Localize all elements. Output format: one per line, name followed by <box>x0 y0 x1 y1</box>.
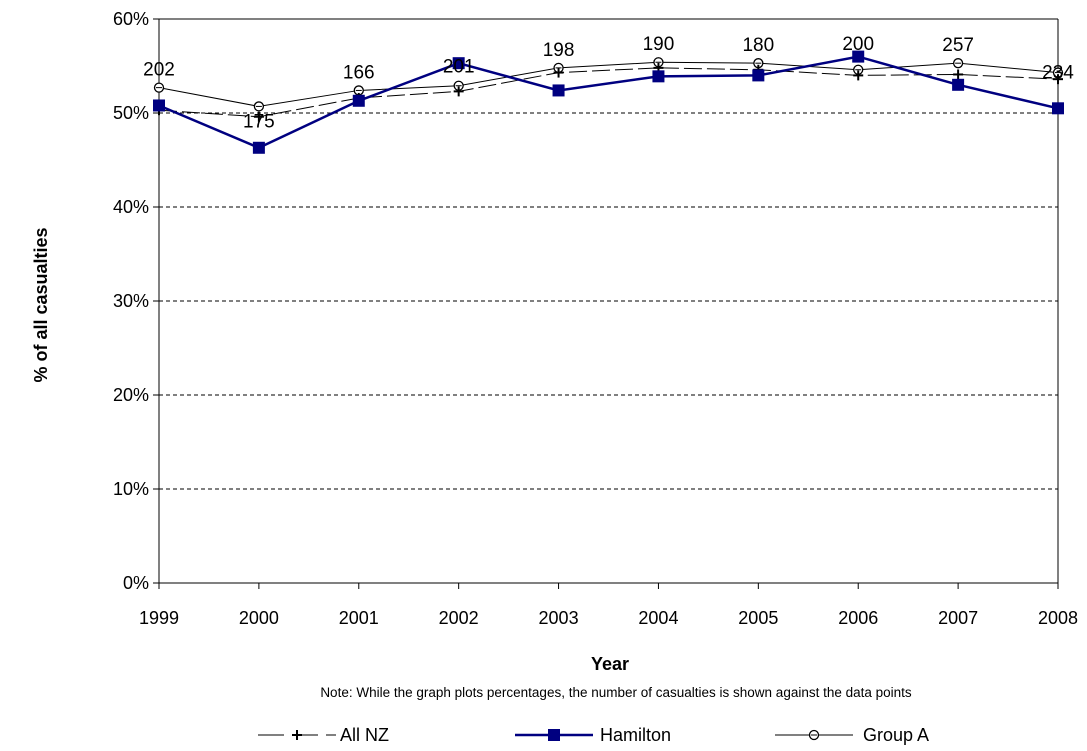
data-label: 166 <box>343 62 375 83</box>
data-label: 198 <box>543 40 575 61</box>
y-axis-title: % of all casualties <box>31 227 51 382</box>
data-label: 175 <box>243 111 275 132</box>
y-tick-labels: 0% 10% 20% 30% 40% 50% 60% <box>113 9 149 593</box>
x-tick-label: 2007 <box>938 608 978 628</box>
data-point-all-nz <box>453 86 464 97</box>
x-tick-label: 2004 <box>638 608 678 628</box>
data-point-group-a <box>153 82 165 93</box>
x-tick-label: 2008 <box>1038 608 1078 628</box>
y-tick-label: 10% <box>113 479 149 499</box>
y-tick-label: 40% <box>113 197 149 217</box>
legend-marker <box>292 730 302 740</box>
data-point-hamilton <box>852 50 865 63</box>
data-label: 202 <box>143 60 175 81</box>
data-label: 180 <box>742 35 774 56</box>
gridlines <box>159 112 1058 490</box>
data-labels: 202 175 166 201 198 190 180 200 257 234 <box>143 34 1074 133</box>
legend-label: Hamilton <box>600 725 671 745</box>
data-label: 257 <box>942 35 974 56</box>
data-point-group-a <box>753 58 764 69</box>
x-tick-label: 2006 <box>838 608 878 628</box>
x-tick-label: 2002 <box>439 608 479 628</box>
y-tick-label: 30% <box>113 291 149 311</box>
data-point-hamilton <box>252 141 265 154</box>
data-label: 190 <box>643 34 675 55</box>
series-lines <box>158 55 1059 150</box>
data-point-group-a <box>1052 67 1064 78</box>
series-line-hamilton <box>158 55 1059 150</box>
data-point-hamilton <box>752 69 765 82</box>
y-tick-label: 0% <box>123 573 149 593</box>
x-tick-label: 1999 <box>139 608 179 628</box>
data-point-all-nz <box>953 69 964 80</box>
legend-item-group-a: Group A <box>775 725 929 745</box>
data-label: 201 <box>443 57 475 78</box>
legend-item-hamilton: Hamilton <box>515 725 671 745</box>
legend-marker <box>808 729 820 741</box>
data-point-all-nz <box>253 111 264 122</box>
data-point-hamilton <box>552 84 565 97</box>
x-axis-title: Year <box>591 654 629 674</box>
series-markers <box>153 50 1064 154</box>
data-point-all-nz <box>553 67 564 78</box>
legend: All NZ Hamilton Group A <box>258 725 929 745</box>
y-tick-label: 20% <box>113 385 149 405</box>
data-point-all-nz <box>853 70 864 81</box>
x-tick-label: 2003 <box>539 608 579 628</box>
x-tick-label: 2000 <box>239 608 279 628</box>
series-line-group-a <box>158 61 1059 107</box>
data-point-group-a <box>952 58 964 69</box>
data-point-hamilton <box>452 57 465 70</box>
data-label: 200 <box>842 34 874 55</box>
x-tick-label: 2005 <box>738 608 778 628</box>
data-point-group-a <box>253 101 265 112</box>
data-point-group-a <box>353 85 364 96</box>
data-point-hamilton <box>153 99 165 112</box>
data-point-hamilton <box>352 94 365 107</box>
data-point-hamilton <box>652 70 665 83</box>
y-tick-label: 50% <box>113 103 149 123</box>
x-tick-label: 2001 <box>339 608 379 628</box>
data-point-hamilton <box>1052 102 1064 115</box>
x-tick-labels: 1999 2000 2001 2002 2003 2004 2005 2006 2007 2008 <box>139 608 1078 628</box>
legend-marker <box>548 729 560 741</box>
legend-label: Group A <box>863 725 929 745</box>
series-line-all-nz <box>158 67 1059 118</box>
data-point-hamilton <box>952 78 965 91</box>
legend-item-all-nz: All NZ <box>258 725 389 745</box>
data-label: 234 <box>1042 63 1074 84</box>
legend-label: All NZ <box>340 725 389 745</box>
data-point-all-nz <box>1053 74 1063 85</box>
axes <box>153 18 1059 589</box>
chart-note: Note: While the graph plots percentages,… <box>320 685 912 700</box>
y-tick-label: 60% <box>113 9 149 29</box>
